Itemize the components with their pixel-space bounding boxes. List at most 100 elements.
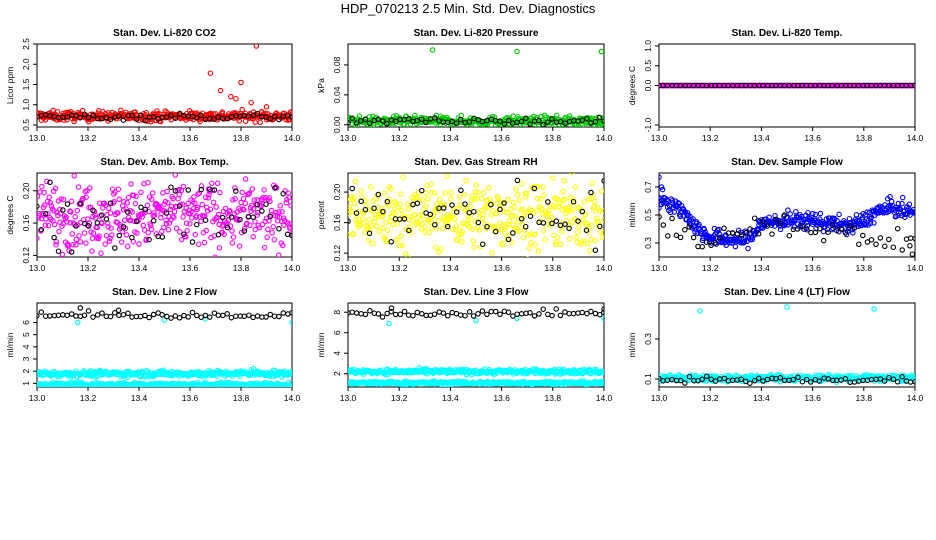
data-point [732, 243, 739, 250]
y-tick-label: 0.0 [643, 79, 653, 91]
data-point [712, 240, 719, 246]
data-point [388, 186, 394, 192]
data-point [261, 244, 268, 251]
data-point [506, 218, 513, 224]
data-point [95, 235, 102, 242]
data-point [907, 235, 914, 241]
data-point [89, 248, 95, 254]
data-point [596, 114, 603, 121]
data-point [509, 239, 515, 246]
data-point [192, 200, 198, 207]
data-point [172, 313, 179, 319]
data-point-outlier [514, 48, 520, 55]
data-point [493, 210, 500, 216]
data-point [106, 238, 113, 244]
data-point [535, 248, 542, 254]
data-point [94, 312, 101, 318]
data-point [587, 247, 593, 254]
data-point [90, 112, 97, 119]
x-tick-label: 14.0 [907, 393, 924, 403]
data-point [372, 215, 379, 221]
data-point [108, 225, 114, 231]
data-point [755, 231, 762, 237]
data-point [119, 228, 126, 235]
data-point [540, 306, 546, 312]
y-tick-label: 0.08 [332, 56, 342, 73]
data-point [414, 117, 420, 124]
data-point [45, 210, 51, 217]
data-point [360, 216, 366, 222]
data-point [902, 214, 908, 220]
data-point [257, 119, 264, 126]
data-point [289, 380, 292, 386]
data-point [228, 314, 235, 321]
data-point [392, 311, 399, 318]
data-point [64, 312, 70, 319]
data-point [738, 233, 745, 239]
data-point [462, 201, 468, 207]
data-point [488, 308, 494, 315]
data-point [584, 310, 590, 317]
data-point [279, 208, 285, 215]
data-point [471, 196, 478, 202]
data-point [145, 229, 151, 236]
data-point [83, 240, 89, 246]
data-point [426, 229, 432, 236]
data-point [856, 241, 862, 248]
data-point [245, 191, 252, 197]
data-point [145, 179, 151, 186]
data-point [107, 116, 114, 123]
data-point [124, 243, 131, 250]
x-tick-label: 14.0 [907, 133, 924, 143]
data-point-outlier [263, 104, 270, 110]
data-point [509, 212, 515, 219]
data-point [368, 223, 375, 229]
data-point [514, 191, 521, 198]
data-point [453, 209, 460, 215]
data-point [250, 314, 256, 321]
data-point [211, 187, 218, 193]
data-point [132, 200, 139, 207]
data-point [429, 189, 435, 196]
data-point [489, 250, 495, 256]
data-point [353, 310, 360, 316]
data-point [388, 117, 395, 123]
data-point [37, 193, 41, 200]
data-point [90, 207, 96, 214]
data-point-outlier [248, 99, 254, 106]
data-point [405, 312, 412, 318]
data-point [196, 241, 202, 247]
data-point [64, 219, 70, 225]
data-point [199, 201, 205, 208]
data-point [461, 191, 468, 198]
data-point-outlier [248, 367, 254, 373]
data-point [820, 237, 827, 244]
data-point [534, 207, 540, 214]
data-point [254, 313, 261, 319]
data-point [37, 235, 40, 242]
y-axis-label: ml/min [627, 332, 637, 357]
data-point [542, 237, 548, 243]
data-point [659, 205, 662, 211]
data-point [163, 221, 170, 227]
data-point [440, 205, 447, 211]
data-point [504, 209, 510, 216]
data-point [502, 230, 508, 237]
x-tick-label: 14.0 [596, 133, 613, 143]
data-point [589, 222, 595, 229]
data-point [454, 206, 461, 212]
data-point [276, 226, 282, 232]
data-point [92, 212, 98, 218]
y-tick-label: 1.0 [643, 40, 653, 52]
data-point [134, 230, 140, 236]
data-point [540, 184, 546, 190]
data-point [864, 209, 870, 215]
data-point [545, 119, 551, 125]
data-point [561, 177, 568, 184]
data-point [59, 312, 66, 318]
data-point [69, 231, 75, 237]
data-point [53, 239, 60, 245]
data-point [187, 221, 193, 227]
data-point [449, 202, 455, 208]
y-tick-label: 0.12 [332, 245, 342, 262]
